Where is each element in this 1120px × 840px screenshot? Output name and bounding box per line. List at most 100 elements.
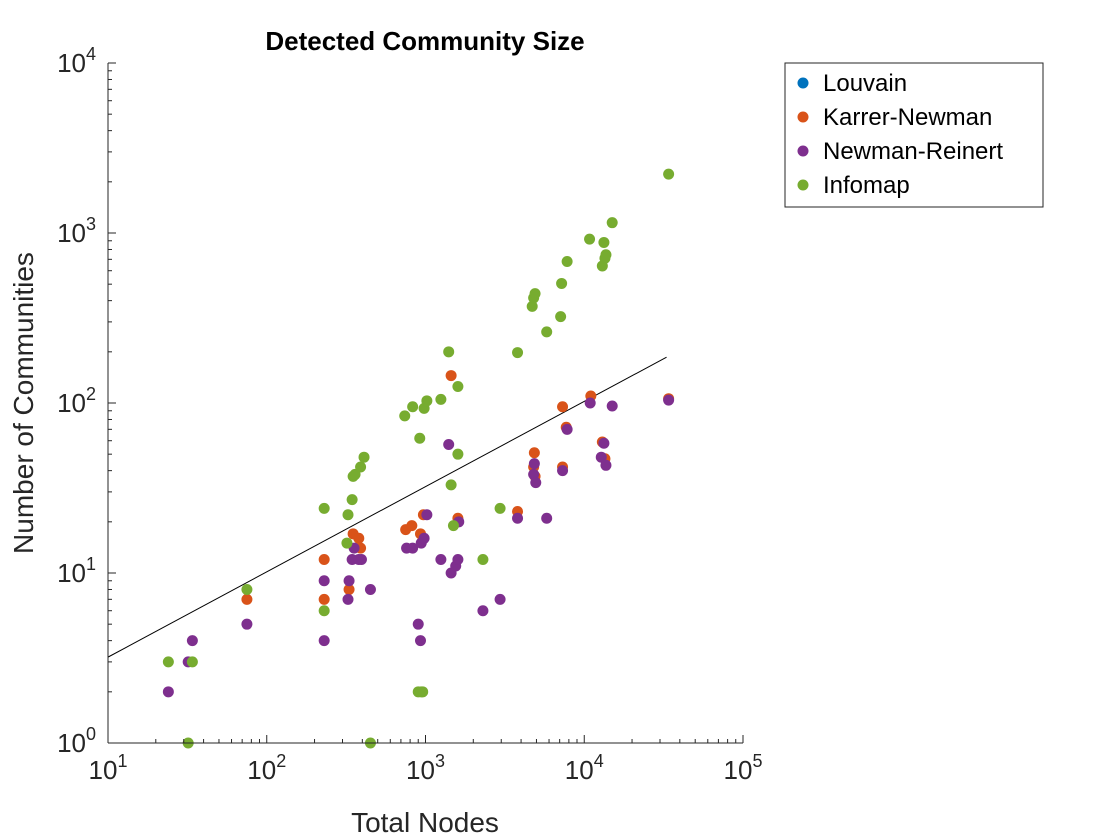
data-point (407, 401, 419, 413)
y-tick-label: 100 (57, 724, 96, 758)
data-point (186, 635, 198, 647)
x-axis-label: Total Nodes (351, 807, 499, 838)
data-point (417, 686, 429, 698)
data-point (186, 656, 198, 668)
x-tick-label: 102 (247, 751, 286, 785)
data-point (407, 542, 419, 554)
data-point (318, 605, 330, 617)
data-point (452, 554, 464, 566)
data-point (557, 465, 569, 477)
data-point (241, 618, 253, 630)
data-point (414, 635, 426, 647)
data-point (557, 401, 569, 413)
y-tick-label: 103 (57, 214, 96, 248)
data-point (598, 437, 610, 449)
data-point (343, 583, 355, 595)
data-point (241, 593, 253, 605)
data-point (318, 502, 330, 514)
data-point (318, 554, 330, 566)
data-point (584, 397, 596, 409)
x-tick-label: 101 (89, 751, 128, 785)
data-point (346, 494, 358, 506)
data-point (241, 583, 253, 595)
legend-marker (797, 77, 809, 89)
series-newman-reinert (162, 394, 675, 698)
data-point (561, 255, 573, 267)
data-point (530, 477, 542, 489)
data-point (528, 458, 540, 470)
data-point (418, 532, 430, 544)
chart-title: Detected Community Size (265, 26, 584, 56)
legend-label: Newman-Reinert (823, 138, 1003, 165)
data-point (399, 410, 411, 422)
data-point (529, 288, 541, 300)
data-point (663, 168, 675, 180)
data-point (541, 326, 553, 338)
data-point (162, 686, 174, 698)
data-point (421, 395, 433, 407)
data-point (606, 400, 618, 412)
data-point (353, 532, 365, 544)
y-axis-label: Number of Communities (8, 252, 39, 554)
trend-line (107, 356, 667, 658)
data-point (595, 451, 607, 463)
legend-marker (797, 111, 809, 123)
data-point (526, 300, 538, 312)
x-tick-label: 105 (724, 751, 763, 785)
data-point (358, 451, 370, 463)
data-point (452, 448, 464, 460)
data-point (528, 447, 540, 459)
series-infomap (162, 168, 675, 749)
data-point (447, 520, 459, 532)
data-point (512, 347, 524, 359)
data-point (598, 236, 610, 248)
data-point (600, 249, 612, 261)
legend-marker (797, 179, 809, 191)
data-point (494, 593, 506, 605)
data-point (555, 311, 567, 323)
y-tick-label: 104 (57, 44, 96, 78)
data-point (435, 393, 447, 405)
legend-box (784, 62, 1044, 208)
y-tick-label: 102 (57, 384, 96, 418)
data-point (452, 381, 464, 393)
data-point (355, 461, 367, 473)
data-point (421, 509, 433, 521)
data-point (318, 575, 330, 587)
x-tick-label: 104 (565, 751, 604, 785)
data-point (318, 593, 330, 605)
data-point (445, 370, 457, 382)
data-point (584, 233, 596, 245)
data-point (343, 575, 355, 587)
legend-label: Karrer-Newman (823, 104, 992, 131)
legend-marker (797, 145, 809, 157)
data-point (477, 605, 489, 617)
data-point (412, 618, 424, 630)
data-point (541, 512, 553, 524)
data-point (477, 554, 489, 566)
data-point (406, 520, 418, 532)
data-point (494, 502, 506, 514)
data-point (364, 583, 376, 595)
data-point (162, 656, 174, 668)
data-point (663, 394, 675, 406)
data-point (414, 432, 426, 444)
legend-label: Louvain (823, 70, 907, 97)
plot-area (107, 168, 675, 749)
legend: Louvain Karrer-Newman Newman-Reinert Infoma… (784, 62, 1044, 208)
data-point (342, 509, 354, 521)
data-point (606, 217, 618, 229)
data-point (600, 459, 612, 471)
data-point (445, 479, 457, 491)
data-point (556, 277, 568, 289)
data-point (318, 635, 330, 647)
data-point (342, 593, 354, 605)
y-tick-label: 101 (57, 554, 96, 588)
x-tick-label: 103 (406, 751, 445, 785)
data-point (435, 554, 447, 566)
data-point (341, 537, 353, 549)
data-point (355, 554, 367, 566)
data-point (512, 512, 524, 524)
